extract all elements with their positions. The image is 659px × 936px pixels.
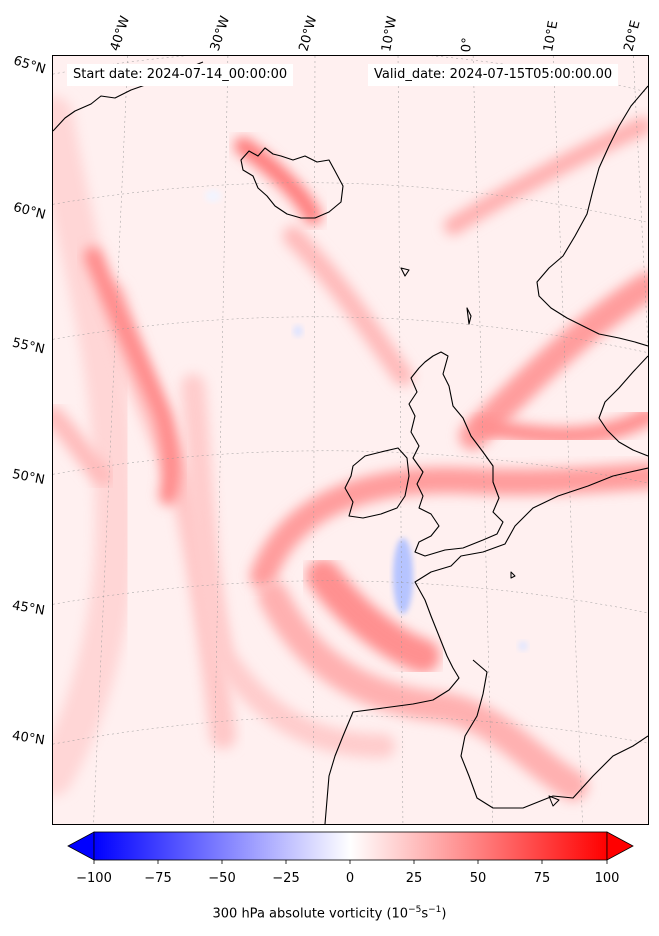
lon-label-20w: 20°W: [296, 14, 321, 53]
colorbar-tick: 25: [405, 871, 423, 886]
lon-label-20e: 20°E: [621, 19, 644, 53]
ireland-coast: [344, 447, 410, 519]
sweden-coast: [598, 355, 648, 457]
continental-coast: [324, 467, 648, 824]
iceland-coast: [240, 147, 344, 219]
scandinavia-coast: [536, 85, 648, 347]
lat-label-45n: 45°N: [10, 598, 46, 619]
lat-label-65n: 65°N: [11, 53, 48, 78]
lon-label-0: 0°: [459, 36, 476, 53]
lon-label-30w: 30°W: [207, 14, 234, 53]
vorticity-map: [53, 56, 648, 824]
faroe-coast: [400, 267, 410, 277]
colorbar-tick: 100: [594, 871, 620, 886]
lat-label-40n: 40°N: [11, 728, 46, 749]
vorticity-field: [53, 96, 648, 801]
colorbar-tick: −50: [208, 871, 236, 886]
start-date-label: Start date: 2024-07-14_00:00:00: [67, 64, 294, 86]
colorbar-tick: −75: [144, 871, 172, 886]
colorbar-tick: −25: [272, 871, 300, 886]
colorbar-tick: 50: [469, 871, 487, 886]
shetland-coast: [466, 307, 472, 325]
iberia-coast: [460, 659, 648, 809]
colorbar-label: 300 hPa absolute vorticity (10−5s−1): [212, 905, 447, 922]
colorbar-tick: −100: [76, 871, 112, 886]
lon-label-40w: 40°W: [107, 14, 134, 53]
colorbar-body: [93, 831, 608, 861]
colorbar-extend-max: [606, 831, 634, 861]
lat-label-60n: 60°N: [11, 200, 48, 223]
lon-label-10w: 10°W: [379, 15, 401, 54]
colorbar-tick: 75: [533, 871, 551, 886]
lon-label-10e: 10°E: [541, 19, 562, 54]
lat-label-55n: 55°N: [10, 335, 47, 358]
great-britain-coast: [408, 351, 504, 557]
valid-date-label: Valid_date: 2024-07-15T05:00:00.00: [368, 64, 619, 86]
colorbar-extend-min: [67, 831, 95, 861]
lat-label-50n: 50°N: [10, 467, 46, 488]
colorbar-tick: 0: [345, 871, 355, 886]
map-panel: [52, 55, 649, 825]
